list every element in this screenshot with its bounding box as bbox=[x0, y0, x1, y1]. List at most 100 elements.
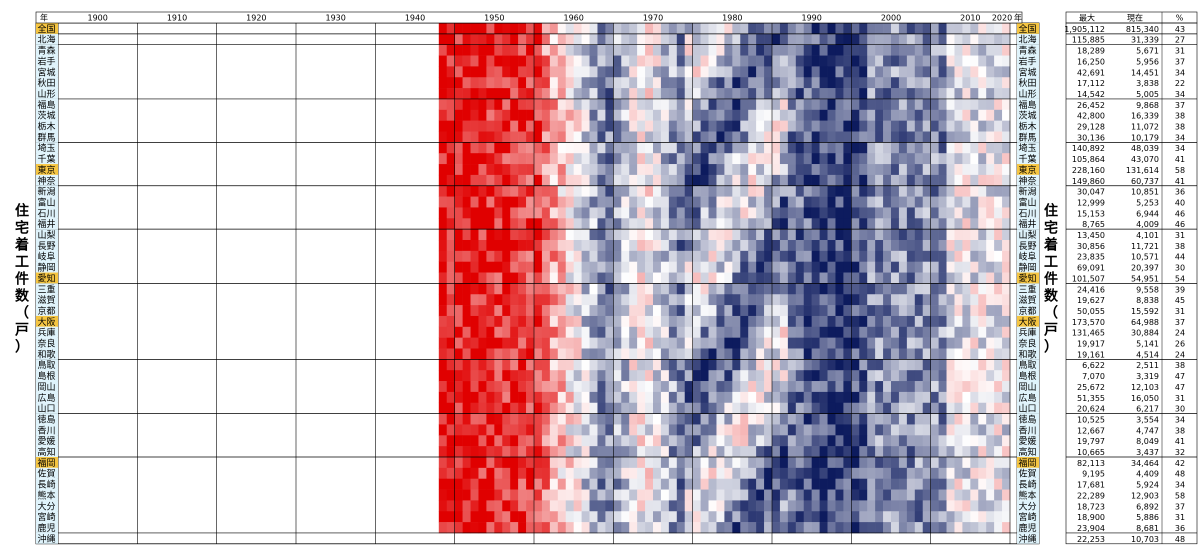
heatmap-cell bbox=[454, 326, 463, 338]
heatmap-cell bbox=[581, 359, 590, 371]
heatmap-cell bbox=[716, 424, 725, 436]
heatmap-cell bbox=[819, 120, 828, 132]
heatmap-cell bbox=[803, 359, 812, 371]
heatmap-cell bbox=[581, 348, 590, 360]
heatmap-cell bbox=[526, 66, 535, 78]
heatmap-cell bbox=[438, 240, 448, 252]
heatmap-cell bbox=[811, 359, 820, 371]
stat-max: 228,160 bbox=[1072, 166, 1105, 175]
heatmap-cell bbox=[478, 120, 487, 132]
heatmap-cell bbox=[653, 88, 662, 100]
stat-pct: 41 bbox=[1175, 437, 1185, 446]
heatmap-cell bbox=[1002, 305, 1011, 317]
heatmap-cell bbox=[732, 424, 741, 436]
heatmap-cell bbox=[922, 402, 931, 414]
heatmap-cell bbox=[914, 305, 924, 317]
heatmap-cell bbox=[811, 402, 820, 414]
heatmap-cell bbox=[891, 153, 900, 165]
heatmap-cell bbox=[565, 207, 574, 219]
heatmap-cell bbox=[494, 98, 503, 111]
heatmap-cell bbox=[986, 142, 995, 154]
y-axis-label-char: 戸 bbox=[1044, 322, 1058, 338]
heatmap-cell bbox=[549, 109, 559, 121]
heatmap-cell bbox=[645, 185, 654, 197]
heatmap-cell bbox=[946, 413, 955, 425]
heatmap-cell bbox=[668, 305, 678, 317]
heatmap-cell bbox=[565, 359, 574, 371]
heatmap-cell bbox=[589, 88, 598, 100]
heatmap-cell bbox=[914, 424, 924, 436]
heatmap-cell bbox=[795, 413, 805, 425]
heatmap-cell bbox=[676, 402, 686, 414]
heatmap-cell bbox=[787, 66, 797, 78]
heatmap-cell bbox=[510, 120, 519, 132]
heatmap-cell bbox=[684, 153, 693, 165]
heatmap-cell bbox=[557, 467, 567, 479]
heatmap-cell bbox=[946, 424, 955, 436]
heatmap-cell bbox=[740, 229, 749, 241]
heatmap-cell bbox=[573, 511, 582, 523]
heatmap-cell bbox=[462, 142, 471, 154]
stat-pct: 48 bbox=[1175, 535, 1185, 544]
heatmap-cell bbox=[843, 413, 852, 425]
heatmap-cell bbox=[613, 88, 622, 100]
heatmap-cell bbox=[446, 305, 455, 317]
heatmap-cell bbox=[1002, 511, 1011, 523]
heatmap-cell bbox=[1002, 370, 1011, 382]
heatmap-cell bbox=[454, 467, 463, 479]
heatmap-cell bbox=[629, 88, 638, 100]
heatmap-cell bbox=[668, 457, 678, 469]
heatmap-cell bbox=[867, 44, 876, 56]
heatmap-cell bbox=[470, 457, 479, 469]
heatmap-cell bbox=[827, 359, 836, 371]
heatmap-cell bbox=[859, 131, 868, 143]
heatmap-cell bbox=[716, 381, 725, 393]
heatmap-cell bbox=[549, 489, 559, 501]
heatmap-cell bbox=[589, 131, 598, 143]
heatmap-cell bbox=[875, 77, 884, 89]
heatmap-cell bbox=[827, 402, 836, 414]
heatmap-cell bbox=[835, 240, 844, 252]
stat-pct: 31 bbox=[1175, 231, 1185, 240]
heatmap-cell bbox=[922, 348, 931, 360]
heatmap-cell bbox=[629, 218, 638, 230]
heatmap-cell bbox=[446, 250, 455, 262]
heatmap-cell bbox=[724, 337, 733, 349]
heatmap-cell bbox=[922, 174, 931, 187]
heatmap-cell bbox=[914, 250, 924, 262]
heatmap-cell bbox=[732, 77, 741, 89]
heatmap-cell bbox=[859, 207, 868, 219]
heatmap-cell bbox=[605, 381, 614, 393]
prefecture-label-bg bbox=[1017, 55, 1039, 67]
y-axis-label-char: 件 bbox=[1044, 270, 1058, 287]
heatmap-cell bbox=[772, 424, 781, 436]
heatmap-cell bbox=[684, 88, 693, 100]
heatmap-cell bbox=[518, 185, 527, 197]
heatmap-cell bbox=[438, 185, 448, 197]
heatmap-cell bbox=[637, 370, 646, 382]
heatmap-cell bbox=[756, 435, 765, 447]
heatmap-cell bbox=[502, 359, 511, 371]
heatmap-cell bbox=[898, 359, 908, 371]
heatmap-cell bbox=[716, 250, 725, 262]
heatmap-cell bbox=[470, 337, 479, 349]
heatmap-cell bbox=[621, 500, 630, 512]
heatmap-cell bbox=[660, 120, 670, 132]
heatmap-cell bbox=[526, 44, 535, 56]
heatmap-cell bbox=[494, 294, 503, 306]
heatmap-cell bbox=[779, 240, 789, 252]
heatmap-cell bbox=[510, 131, 519, 143]
heatmap-cell bbox=[740, 446, 749, 458]
heatmap-cell bbox=[732, 109, 741, 121]
heatmap-cell bbox=[883, 294, 892, 306]
heatmap-cell bbox=[645, 511, 654, 523]
heatmap-cell bbox=[549, 88, 559, 100]
heatmap-cell bbox=[986, 272, 995, 284]
heatmap-cell bbox=[787, 326, 797, 338]
stat-max: 14,542 bbox=[1077, 90, 1105, 99]
heatmap-cell bbox=[518, 348, 527, 360]
heatmap-cell bbox=[914, 88, 924, 100]
heatmap-cell bbox=[803, 446, 812, 458]
heatmap-cell bbox=[946, 88, 955, 100]
heatmap-cell bbox=[851, 153, 860, 165]
